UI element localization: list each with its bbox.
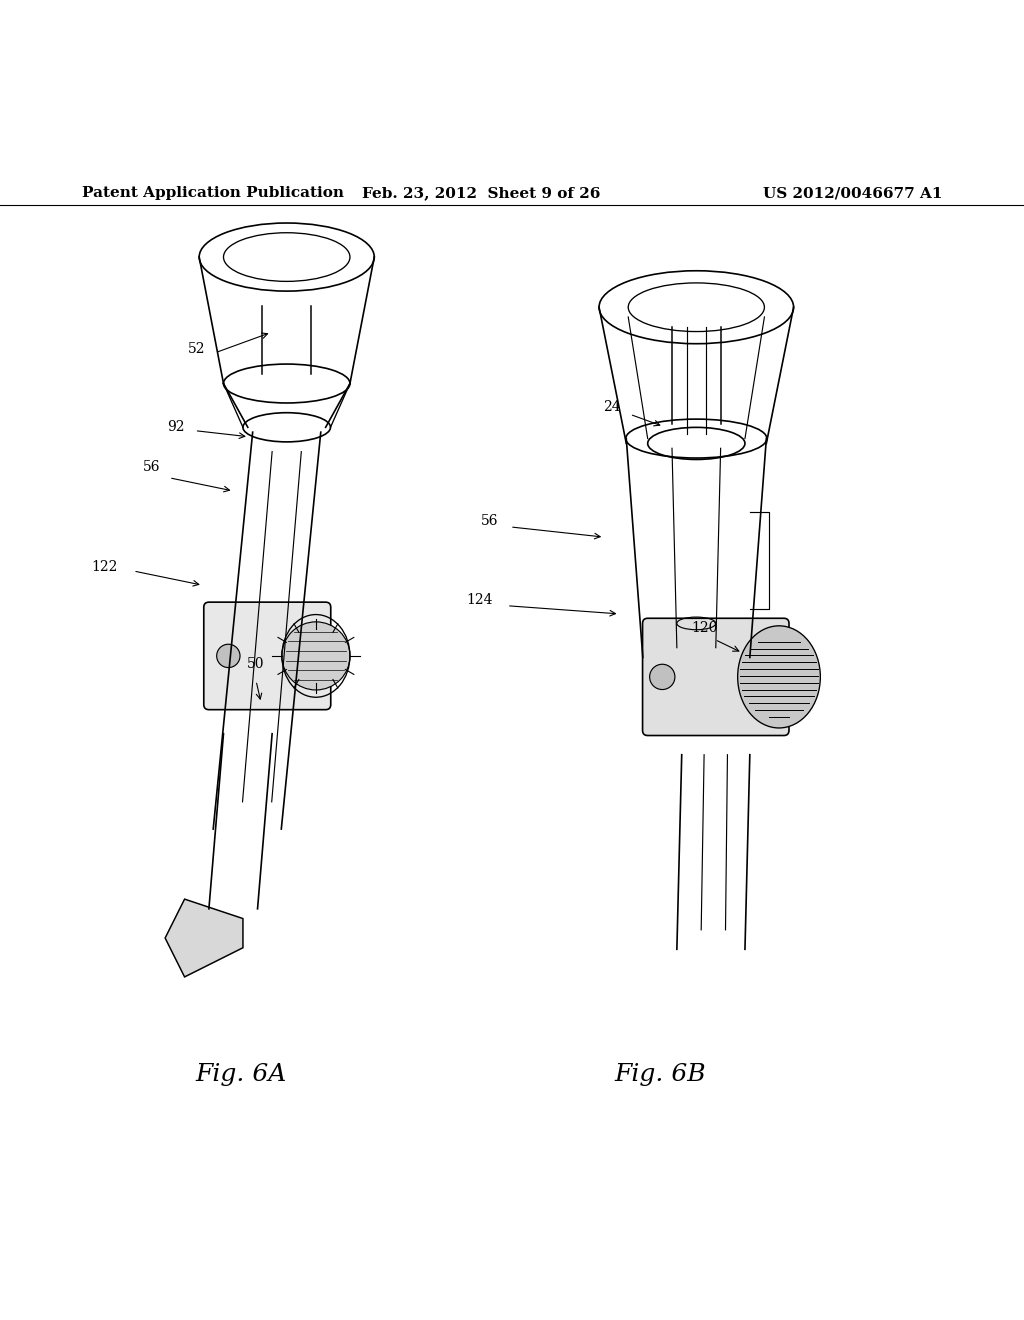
Circle shape	[649, 664, 675, 689]
Text: 120: 120	[691, 622, 718, 635]
Circle shape	[217, 644, 240, 668]
Text: Fig. 6A: Fig. 6A	[195, 1063, 287, 1086]
Text: Patent Application Publication: Patent Application Publication	[82, 186, 344, 201]
Circle shape	[282, 622, 350, 690]
Text: 52: 52	[187, 342, 206, 356]
Ellipse shape	[737, 626, 820, 727]
Polygon shape	[165, 899, 243, 977]
FancyBboxPatch shape	[204, 602, 331, 710]
Text: 56: 56	[480, 513, 499, 528]
Text: Feb. 23, 2012  Sheet 9 of 26: Feb. 23, 2012 Sheet 9 of 26	[362, 186, 600, 201]
Text: 122: 122	[91, 560, 118, 574]
Text: 92: 92	[167, 420, 185, 434]
Text: 56: 56	[142, 459, 161, 474]
Text: 24: 24	[603, 400, 622, 414]
Text: 50: 50	[247, 657, 265, 671]
Text: US 2012/0046677 A1: US 2012/0046677 A1	[763, 186, 942, 201]
FancyBboxPatch shape	[643, 618, 790, 735]
Text: 124: 124	[466, 593, 493, 607]
Text: Fig. 6B: Fig. 6B	[614, 1063, 707, 1086]
